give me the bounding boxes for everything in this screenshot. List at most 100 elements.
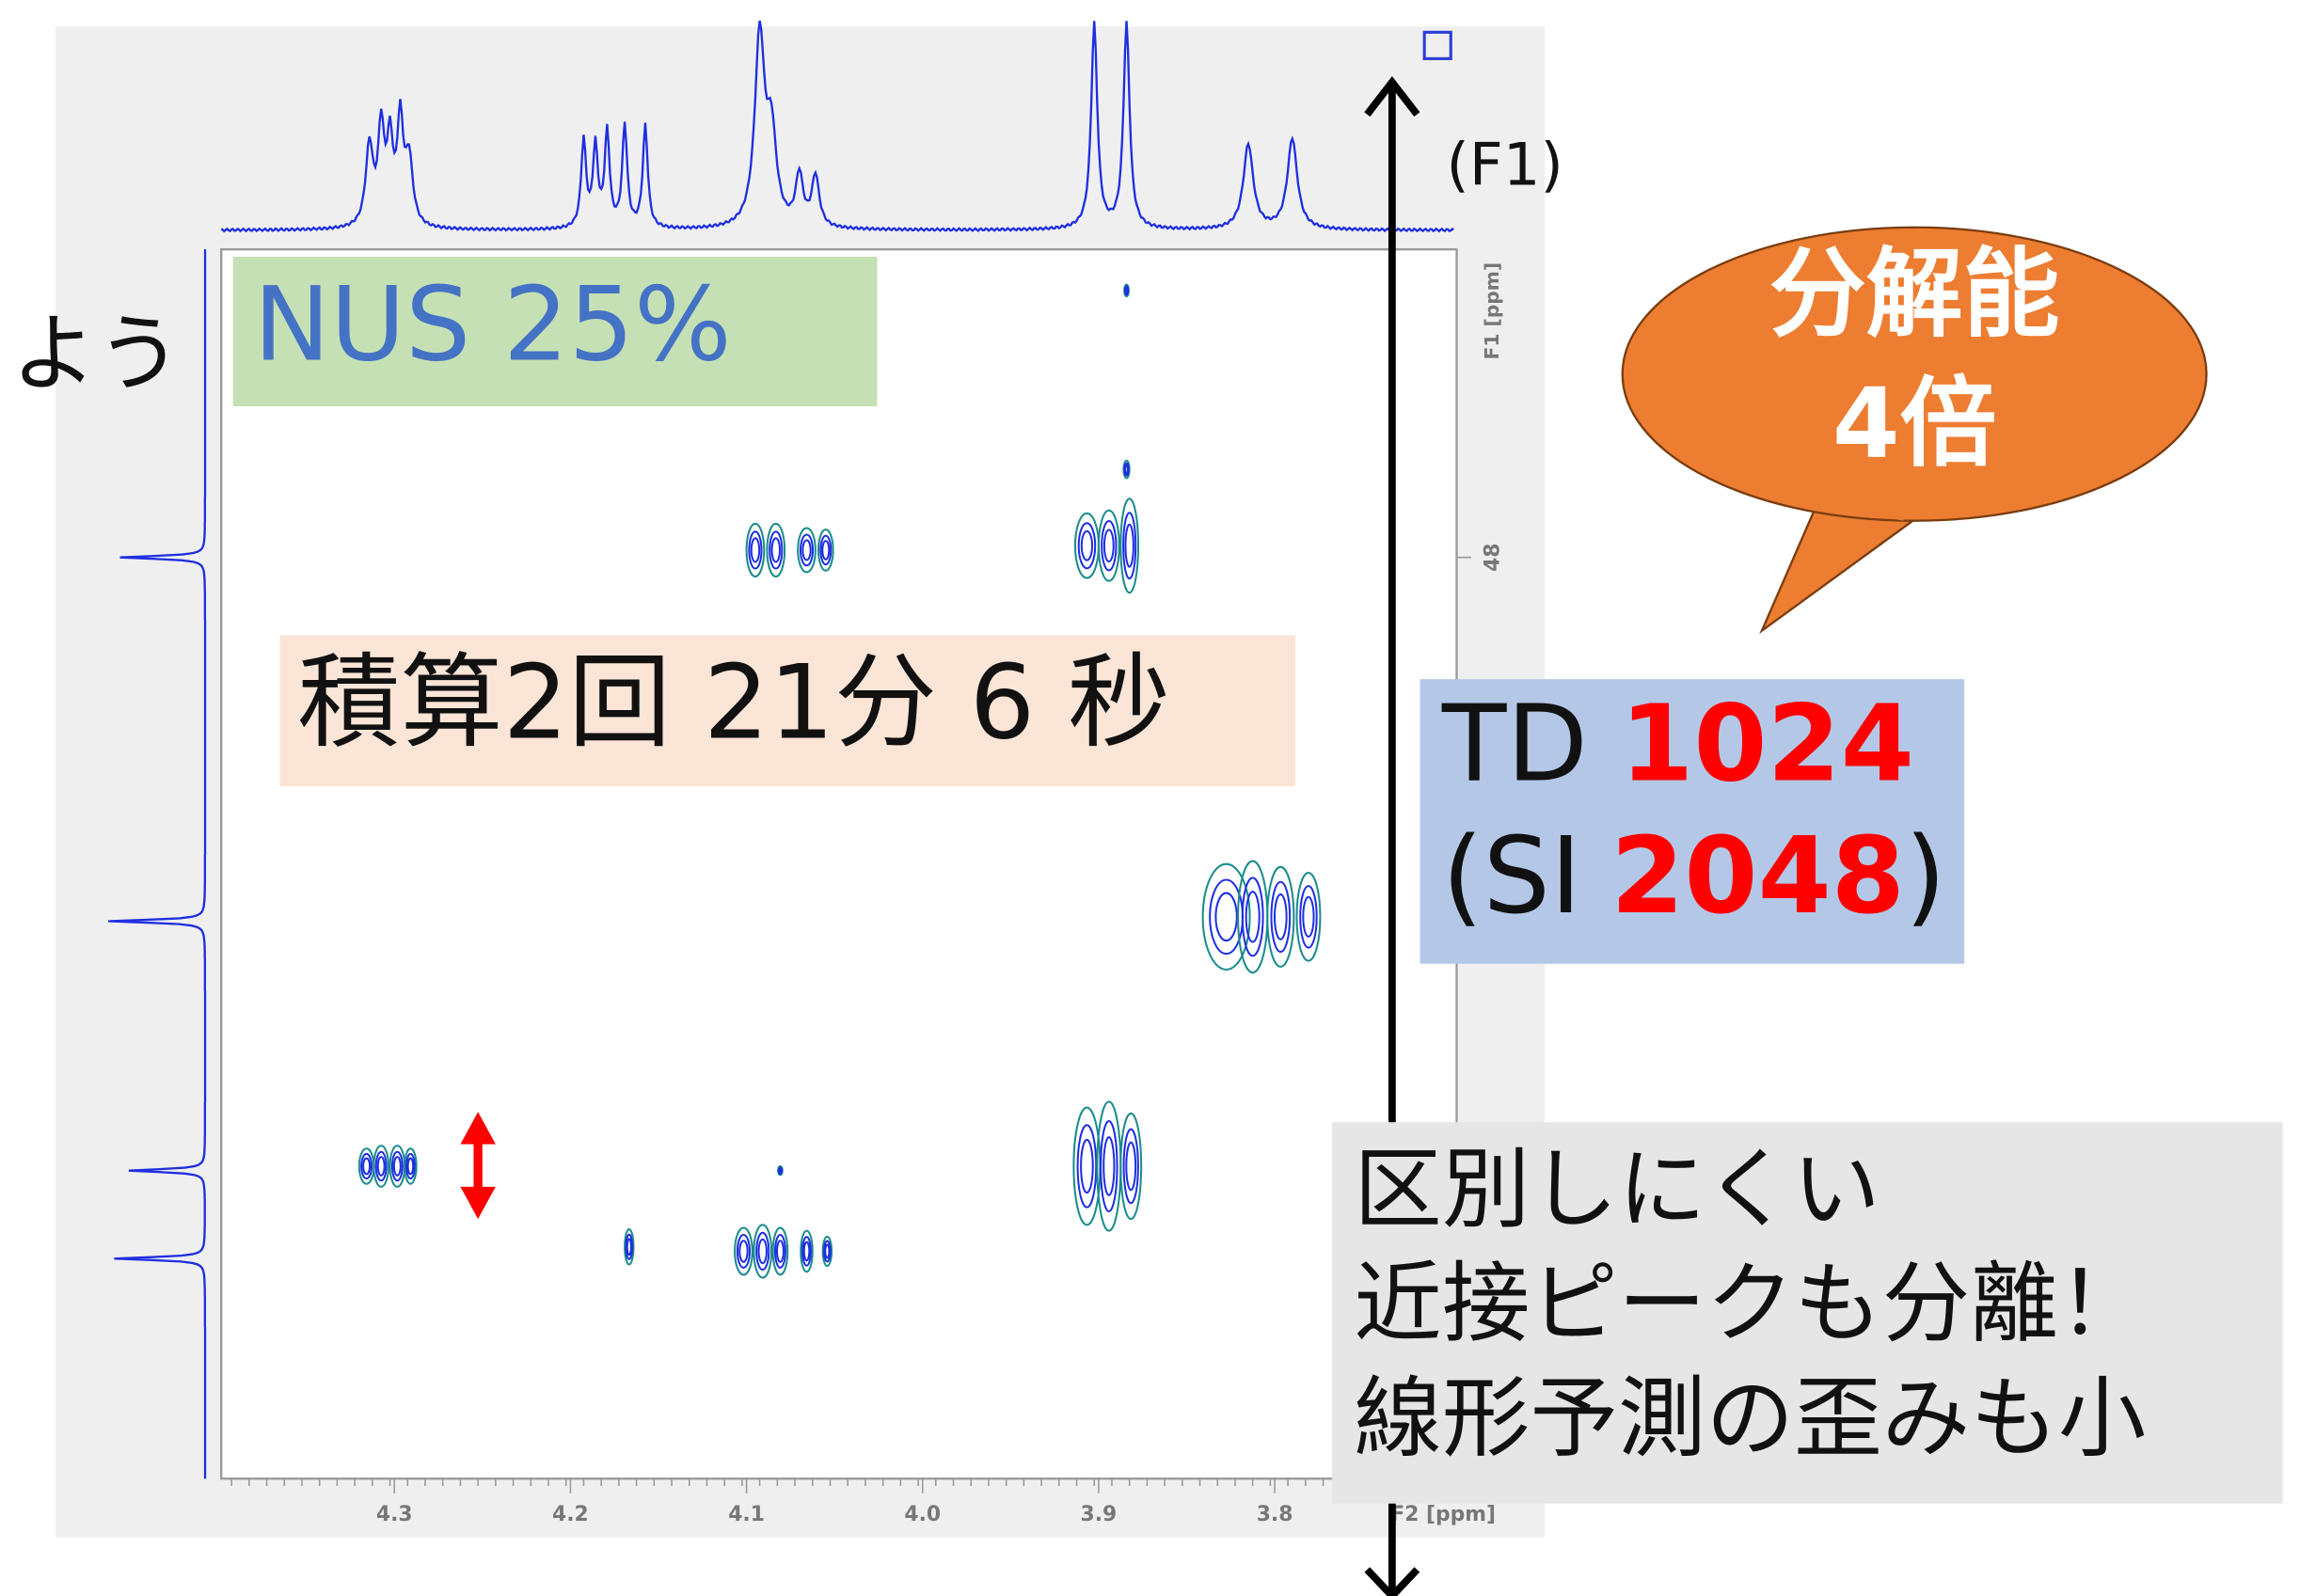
contour <box>1119 1112 1143 1221</box>
contour <box>404 1147 418 1185</box>
contour <box>821 540 831 561</box>
y-axis-label: F1 [ppm] <box>1481 262 1503 360</box>
contour <box>1119 498 1140 594</box>
si-line: (SI 2048) <box>1442 815 1946 938</box>
contour <box>360 1152 373 1180</box>
scans-label: 積算2回 21分 6 秒 <box>297 643 1170 763</box>
contour <box>1100 1119 1118 1213</box>
si-open: (SI <box>1442 815 1581 938</box>
note-box <box>1331 1122 2283 1504</box>
contour <box>745 522 766 577</box>
contour <box>1124 464 1129 475</box>
contour <box>734 1226 753 1276</box>
contour <box>802 1240 811 1262</box>
contour <box>757 1238 768 1265</box>
note-line: 線形予測の歪みも小 <box>1354 1367 2146 1470</box>
contour <box>823 1240 832 1263</box>
contour <box>362 1157 372 1176</box>
contour <box>373 1145 390 1188</box>
contour <box>773 1233 786 1269</box>
nus-box <box>232 256 878 407</box>
contour <box>801 1236 812 1267</box>
contour <box>748 530 763 570</box>
contour <box>1299 885 1318 949</box>
plot-area <box>220 247 1458 1480</box>
cut-text: よう <box>11 305 182 403</box>
contour <box>1102 529 1115 563</box>
x-tick-label: 4.2 <box>552 1503 589 1526</box>
contour <box>390 1150 404 1182</box>
contour <box>1097 509 1120 582</box>
contour <box>1273 893 1288 940</box>
contour <box>824 1243 831 1259</box>
contour <box>753 1224 773 1279</box>
contour <box>750 537 761 563</box>
scans-box <box>279 635 1295 787</box>
contour <box>797 527 817 574</box>
si-value: 2048 <box>1610 815 1905 938</box>
contours <box>357 283 1322 1279</box>
contour <box>771 1226 789 1276</box>
contour <box>801 539 812 561</box>
contour <box>1266 865 1295 968</box>
contour <box>1124 523 1134 568</box>
td-box <box>1420 679 1965 964</box>
contour <box>376 1156 386 1177</box>
contour <box>821 1235 833 1268</box>
si-close: ) <box>1905 815 1946 938</box>
contour <box>800 1229 814 1273</box>
contour <box>778 1167 783 1174</box>
contour <box>1302 895 1315 938</box>
red-arrow <box>460 1112 496 1220</box>
contour <box>799 533 815 567</box>
x-tick-label: 4.3 <box>376 1503 413 1526</box>
contour <box>406 1157 415 1176</box>
contour <box>819 534 833 566</box>
contour <box>1080 529 1094 561</box>
f1-projection <box>108 249 207 1479</box>
x-tick-label: 3.8 <box>1257 1503 1293 1526</box>
contour <box>1122 1128 1139 1205</box>
contour <box>1245 891 1261 943</box>
contour <box>625 1233 634 1260</box>
contour <box>1214 892 1238 942</box>
td-value: 1024 <box>1620 683 1914 805</box>
contour <box>1101 520 1118 572</box>
contour <box>1124 287 1129 294</box>
x-tick-label: 4.0 <box>904 1503 941 1526</box>
contour <box>769 530 784 570</box>
contour <box>1270 880 1292 953</box>
x-axis-label: F2 [ppm] <box>1390 1503 1496 1526</box>
contour <box>775 1240 785 1263</box>
contour <box>626 1238 632 1256</box>
y-tick-label: 48 <box>1481 544 1504 572</box>
contour <box>1076 1124 1098 1209</box>
f1-label: (F1) <box>1447 130 1563 198</box>
x-tick-label: 4.1 <box>728 1503 765 1526</box>
contour <box>374 1150 388 1182</box>
contour <box>1102 1136 1116 1196</box>
contour <box>770 537 781 563</box>
contour <box>755 1231 770 1272</box>
note-line: 近接ピークも分離！ <box>1354 1254 2146 1356</box>
td-line: TD 1024 <box>1441 683 1914 805</box>
contour <box>1201 862 1251 972</box>
callout-bubble <box>1621 226 2208 635</box>
contour <box>766 522 786 577</box>
corner-icon <box>1422 30 1452 60</box>
callout-line: 4倍 <box>1832 367 1997 480</box>
contour <box>817 529 834 572</box>
contour <box>1077 522 1097 570</box>
f2-projection <box>220 20 1454 233</box>
contour <box>1080 1138 1094 1194</box>
callout-line: 分解能 <box>1769 238 2060 351</box>
contour <box>1241 877 1264 957</box>
td-label: TD <box>1441 683 1588 805</box>
nus-label: NUS 25% <box>253 264 731 384</box>
note-line: 区別しにくい <box>1354 1139 1880 1241</box>
contour <box>1295 872 1322 962</box>
contour <box>405 1152 416 1180</box>
contour <box>1122 512 1137 580</box>
